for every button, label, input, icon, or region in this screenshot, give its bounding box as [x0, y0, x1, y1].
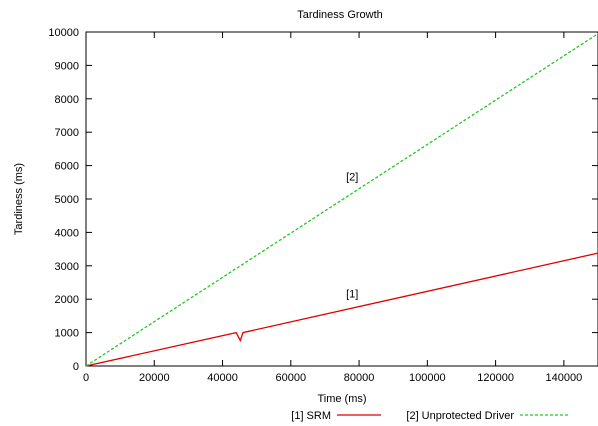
x-tick-label: 40000: [207, 372, 238, 384]
chart-title: Tardiness Growth: [297, 9, 383, 21]
y-tick-label: 8000: [55, 94, 79, 106]
x-tick-label: 120000: [477, 372, 514, 384]
series-line-2: [85, 33, 598, 367]
y-axis-label: Tardiness (ms): [13, 163, 25, 235]
plot-series: [85, 33, 598, 367]
y-axis: 0 1000 2000 3000 4000 5000 6000 7000 8000 9000 100…: [48, 27, 598, 373]
y-tick-label: 9000: [55, 60, 79, 72]
x-tick-label: 140000: [546, 372, 583, 384]
y-tick-label: 1000: [55, 328, 79, 340]
x-tick-label: 60000: [276, 372, 307, 384]
y-tick-label: 4000: [55, 227, 79, 239]
plot-annotations: [2] [1]: [346, 172, 358, 301]
y-tick-label: 3000: [55, 261, 79, 273]
y-tick-label: 2000: [55, 294, 79, 306]
x-tick-label: 80000: [344, 372, 375, 384]
plot-frame: [85, 31, 598, 367]
legend: [1] SRM [2] Unprotected Driver: [291, 410, 568, 422]
series-annotation: [2]: [346, 172, 358, 184]
y-tick-label: 5000: [55, 194, 79, 206]
series-annotation: [1]: [346, 289, 358, 301]
legend-label-1: [1] SRM: [291, 410, 331, 422]
y-tick-label: 0: [73, 361, 79, 373]
y-tick-label: 6000: [55, 161, 79, 173]
x-axis-label: Time (ms): [317, 393, 366, 405]
x-axis: 0 20000 40000 60000 80000 100000 120000 140000: [83, 32, 582, 384]
x-tick-label: 0: [83, 372, 89, 384]
y-tick-label: 10000: [48, 27, 79, 39]
series-line-1: [85, 252, 598, 367]
legend-label-2: [2] Unprotected Driver: [406, 410, 514, 422]
x-tick-label: 20000: [139, 372, 170, 384]
x-tick-label: 100000: [409, 372, 446, 384]
y-tick-label: 7000: [55, 127, 79, 139]
